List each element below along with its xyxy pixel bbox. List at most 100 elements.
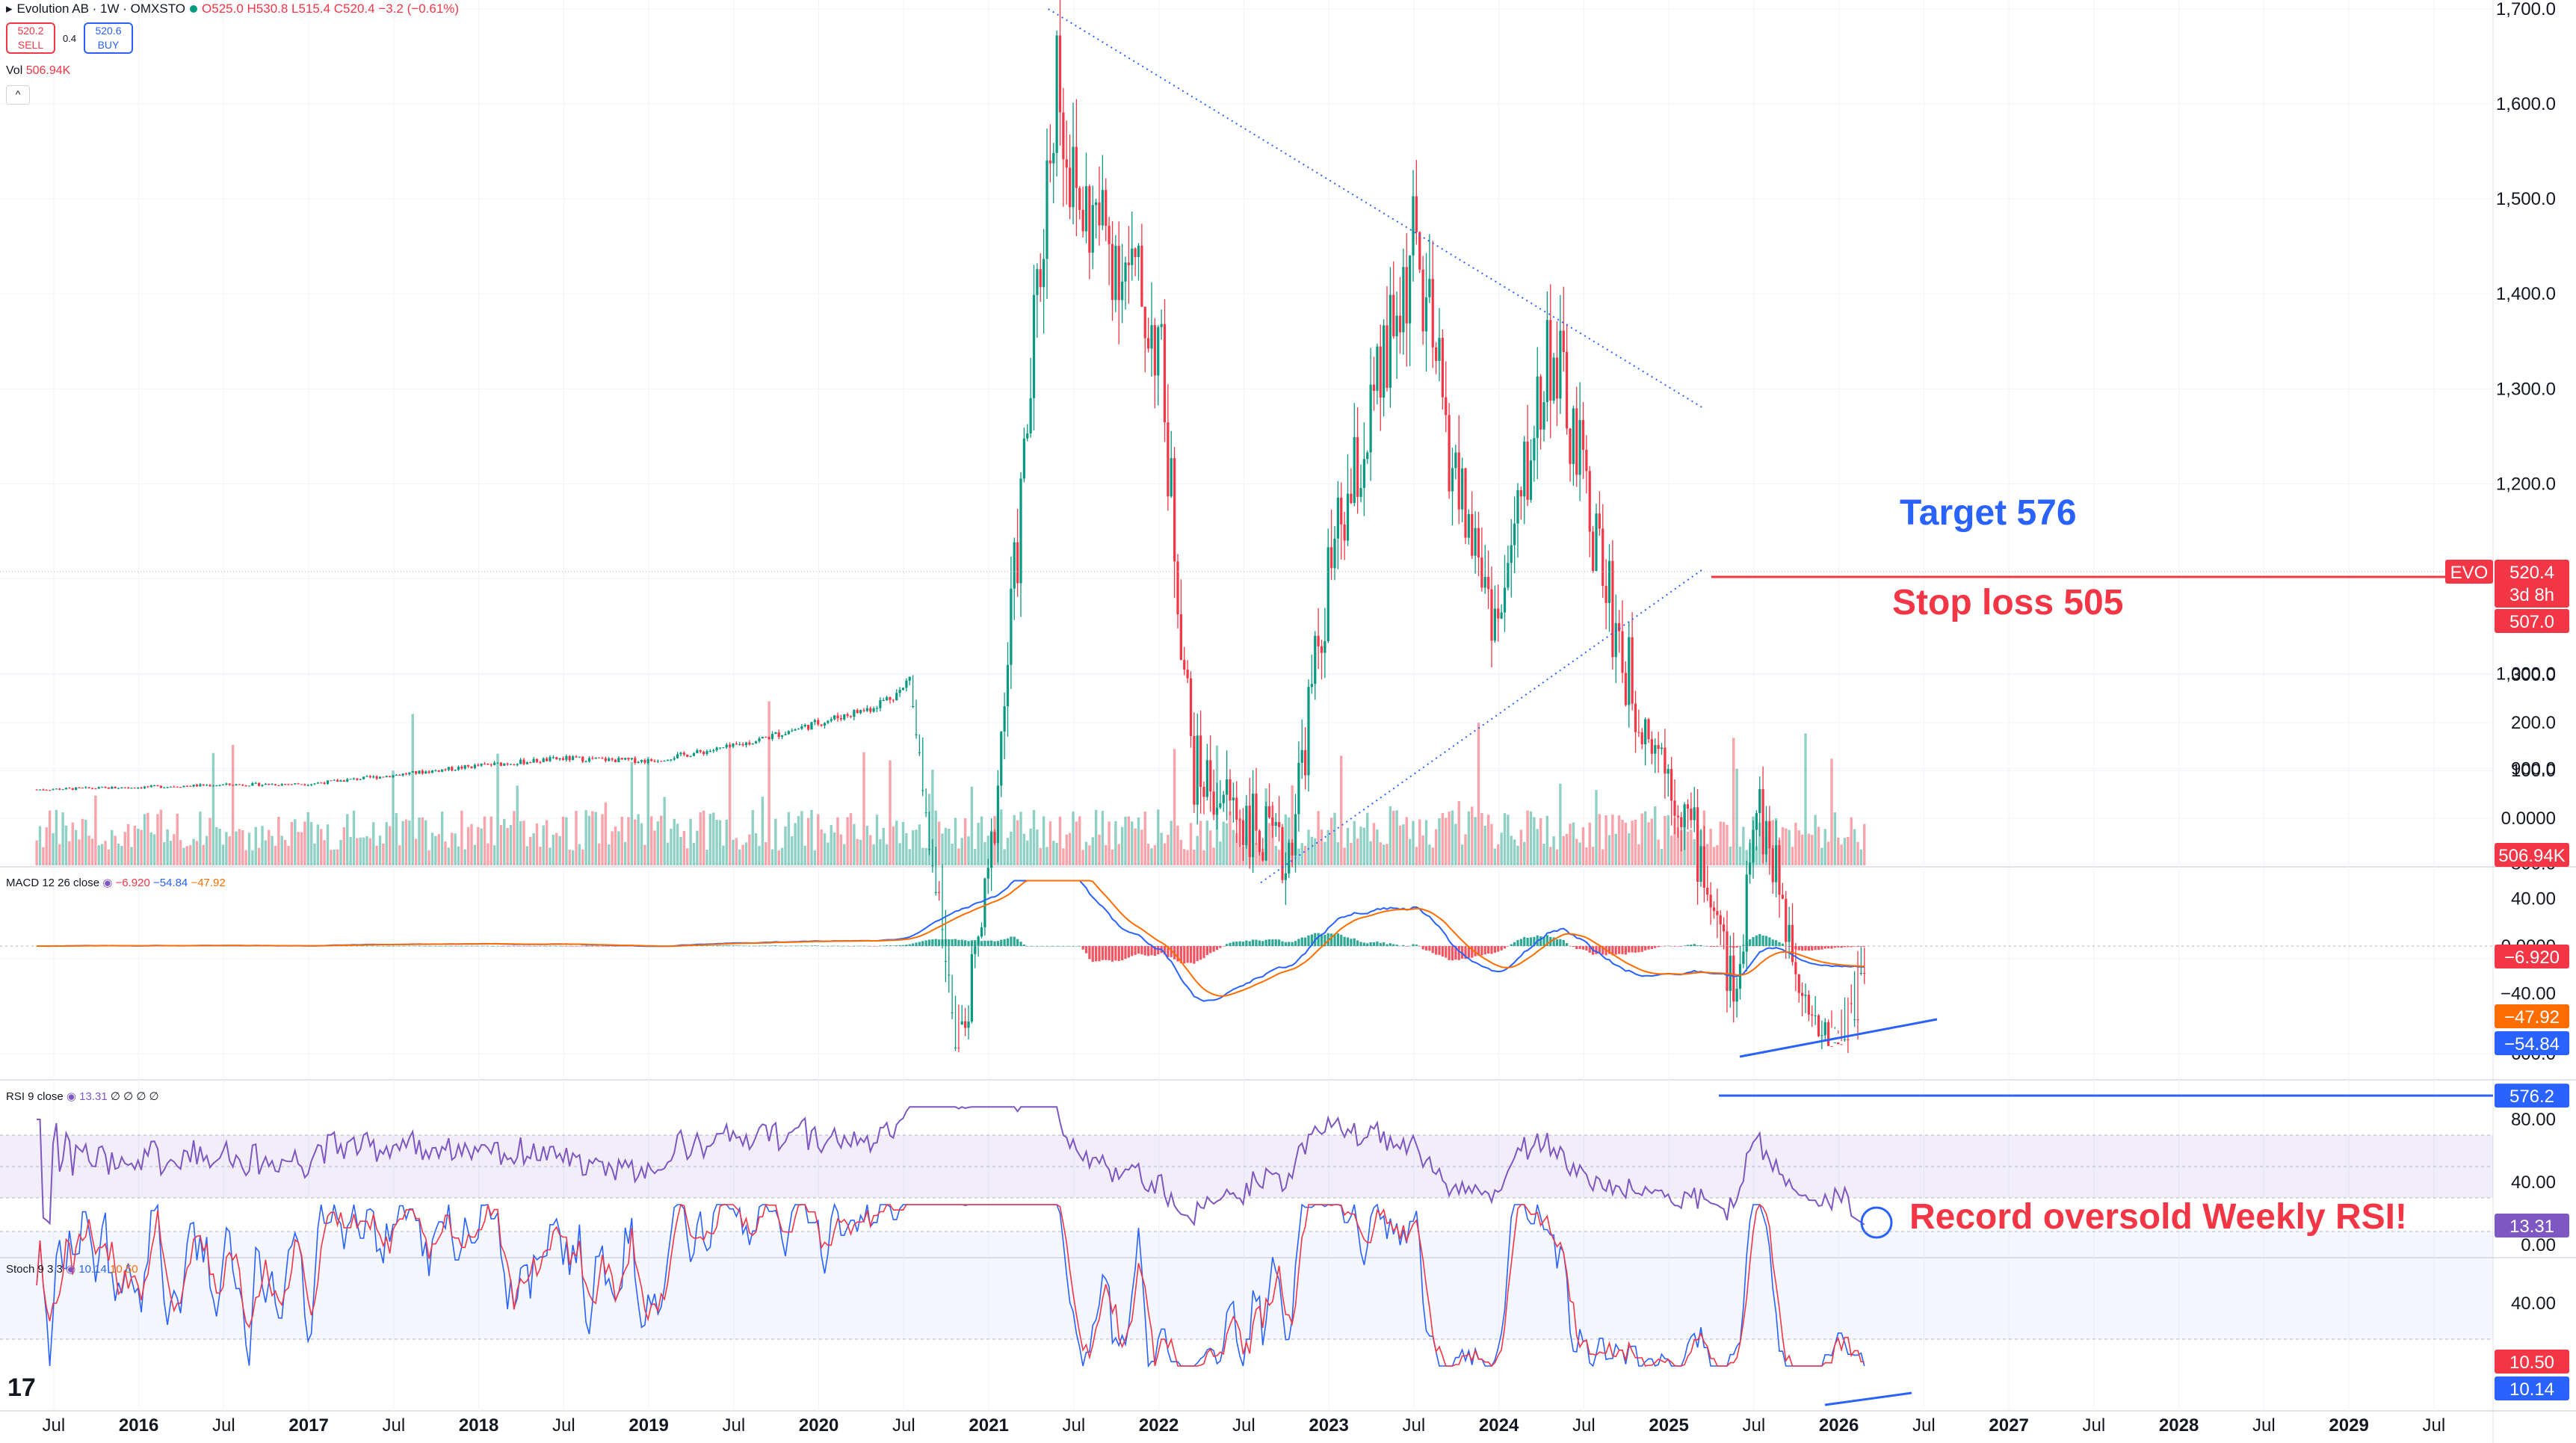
volume-bar bbox=[1235, 832, 1238, 865]
time-tick-label: Jul bbox=[1232, 1415, 1255, 1436]
volume-bar bbox=[333, 850, 336, 865]
volume-bar bbox=[225, 832, 228, 865]
volume-bar bbox=[492, 845, 496, 865]
volume-bar bbox=[565, 817, 568, 865]
volume-bar bbox=[1804, 733, 1807, 865]
volume-bar bbox=[1336, 842, 1340, 865]
collapse-legend-button[interactable]: ^ bbox=[6, 85, 30, 105]
macd-histogram-bar bbox=[578, 946, 581, 947]
tradingview-logo[interactable]: 17 bbox=[7, 1374, 36, 1402]
macd-histogram-bar bbox=[1065, 946, 1068, 947]
volume-bar bbox=[1830, 758, 1833, 865]
buy-label: BUY bbox=[97, 39, 120, 51]
symbol-title[interactable]: Evolution AB · 1W · OMXSTO bbox=[16, 1, 186, 16]
stoch-legend[interactable]: Stoch 9 3 3 ◉ 10.14 10.50 bbox=[6, 1262, 138, 1276]
macd-histogram-bar bbox=[509, 946, 513, 947]
time-axis[interactable]: Jul 2016 Jul 2017 Jul 2018 Jul 2019 Jul 2020 Jul 20… bbox=[43, 1415, 2446, 1436]
candle-body bbox=[1601, 528, 1604, 587]
candle-body bbox=[1340, 497, 1343, 525]
macd-histogram-bar bbox=[1445, 946, 1448, 958]
time-tick-label: Jul bbox=[723, 1415, 746, 1436]
volume-bar bbox=[261, 826, 264, 865]
volume-bar bbox=[509, 824, 513, 865]
macd-histogram-bar bbox=[960, 939, 963, 946]
macd-histogram-bar bbox=[1336, 933, 1339, 946]
macd-histogram-bar bbox=[827, 945, 830, 947]
volume-bar bbox=[1607, 835, 1611, 865]
macd-histogram-bar bbox=[581, 946, 584, 947]
macd-histogram-bar bbox=[901, 945, 905, 946]
macd-histogram-bar bbox=[572, 946, 575, 947]
price-tick-label: 1,700.0 bbox=[2496, 0, 2556, 19]
volume-bar bbox=[1493, 848, 1497, 865]
macd-histogram-bar bbox=[1778, 942, 1781, 946]
macd-histogram-bar bbox=[441, 945, 444, 947]
macd-histogram-bar bbox=[1575, 946, 1578, 950]
candle-body bbox=[434, 770, 437, 771]
rsi-legend[interactable]: RSI 9 close ◉ 13.31 ∅ ∅ ∅ ∅ bbox=[6, 1090, 159, 1103]
candle-body bbox=[1529, 460, 1533, 500]
volume-bar bbox=[823, 833, 827, 865]
eye-icon[interactable]: ◉ bbox=[66, 1263, 76, 1276]
macd-histogram-bar bbox=[1343, 936, 1346, 946]
rsi-pane bbox=[0, 1106, 2493, 1239]
volume-bar bbox=[885, 844, 889, 865]
macd-histogram-bar bbox=[1202, 946, 1205, 959]
volume-bar bbox=[1686, 831, 1690, 865]
candle-body bbox=[1516, 489, 1519, 524]
volume-bar bbox=[649, 816, 653, 865]
volume-bar bbox=[758, 845, 761, 865]
macd-histogram-bar bbox=[1000, 939, 1003, 946]
volume-bar bbox=[466, 826, 470, 865]
price-tick-label: 0.0000 bbox=[2501, 809, 2556, 829]
volume-bar bbox=[836, 817, 839, 865]
macd-histogram-bar bbox=[1366, 943, 1369, 946]
volume-bar bbox=[634, 819, 637, 865]
volume-bar bbox=[1833, 812, 1837, 865]
macd-histogram-bar bbox=[480, 945, 483, 947]
candle-body bbox=[280, 784, 283, 786]
rsi-tick-label: 0.00 bbox=[2521, 1235, 2556, 1255]
volume-bar bbox=[558, 835, 561, 865]
macd-histogram-bar bbox=[1788, 946, 1791, 947]
sell-button[interactable]: 520.2 SELL bbox=[6, 22, 55, 54]
macd-histogram-bar bbox=[807, 945, 810, 947]
volume-bar bbox=[1350, 842, 1353, 865]
macd-histogram-bar bbox=[794, 945, 797, 947]
volume-bar bbox=[1255, 843, 1258, 865]
candle-body bbox=[38, 789, 42, 791]
eye-icon[interactable]: ◉ bbox=[66, 1090, 76, 1103]
candle-body bbox=[173, 786, 176, 788]
candle-body bbox=[601, 758, 604, 759]
volume-bar bbox=[84, 819, 87, 865]
candle-body bbox=[1307, 687, 1310, 776]
volume-bar bbox=[388, 826, 392, 865]
candle-body bbox=[1219, 803, 1222, 808]
macd-tick-label: −40.00 bbox=[2501, 984, 2556, 1004]
macd-legend[interactable]: MACD 12 26 close ◉ −6.920 −54.84 −47.92 bbox=[6, 876, 226, 889]
candle-body bbox=[587, 758, 591, 762]
volume-bar bbox=[879, 838, 882, 865]
macd-histogram-bar bbox=[1300, 937, 1303, 946]
candle-body bbox=[1676, 815, 1679, 818]
macd-histogram-bar bbox=[758, 945, 761, 947]
stoch-band bbox=[0, 1232, 2493, 1339]
volume-bar bbox=[722, 845, 725, 865]
candle-body bbox=[1284, 873, 1287, 880]
volume-bar bbox=[611, 831, 614, 865]
macd-histogram-bar bbox=[1084, 946, 1088, 954]
candle-body bbox=[1343, 524, 1346, 541]
candle-body bbox=[549, 757, 552, 761]
eye-icon[interactable]: ◉ bbox=[102, 877, 113, 889]
macd-histogram-bar bbox=[882, 945, 885, 946]
time-tick-label: Jul bbox=[2423, 1415, 2446, 1436]
buy-button[interactable]: 520.6 BUY bbox=[84, 22, 133, 54]
price-axis[interactable]: 1,700.01,600.01,500.01,400.01,300.01,200… bbox=[2445, 0, 2569, 1400]
volume-bar bbox=[1153, 844, 1157, 865]
candle-body bbox=[427, 771, 430, 773]
chevron-right-icon[interactable]: ▸ bbox=[6, 1, 13, 16]
macd-histogram-bar bbox=[558, 945, 561, 947]
macd-histogram-bar bbox=[859, 945, 862, 947]
candle-body bbox=[149, 785, 152, 788]
